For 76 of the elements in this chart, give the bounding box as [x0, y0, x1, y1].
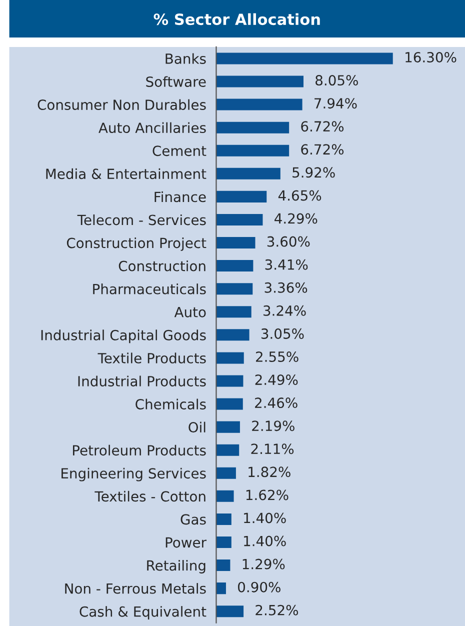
data-label: 4.29% [274, 213, 318, 224]
y-tick-label: Industrial Products [78, 376, 206, 386]
y-tick-label: Chemicals [136, 398, 206, 410]
y-tick-label: Auto Ancillaries [98, 122, 206, 134]
bar [216, 352, 244, 364]
bar [216, 214, 263, 226]
bar [216, 306, 252, 318]
data-label: 6.72% [301, 144, 344, 155]
y-tick-label: Pharmaceuticals [93, 284, 206, 294]
data-label: 5.92% [292, 167, 335, 178]
y-tick-label: Petroleum Products [72, 444, 206, 456]
bar [216, 421, 240, 433]
data-label: 3.05% [261, 328, 304, 339]
data-label: 2.46% [255, 398, 298, 408]
data-label: 2.11% [251, 444, 294, 454]
bar [216, 536, 232, 548]
bar [216, 260, 254, 272]
bar [216, 122, 290, 134]
bar [216, 375, 244, 387]
bar [216, 237, 256, 249]
y-tick-label: Non - Ferrous Metals [65, 583, 206, 594]
data-label: 2.49% [255, 374, 298, 386]
y-tick-label: Gas [180, 514, 206, 525]
bar [216, 513, 232, 525]
y-tick-label: Power [166, 537, 207, 548]
data-label: 8.05% [316, 75, 358, 86]
bar [216, 398, 243, 410]
y-tick-label: Oil [188, 422, 206, 433]
data-label: 1.40% [244, 536, 286, 546]
bar [216, 467, 236, 479]
bar [216, 168, 280, 180]
bar [216, 76, 304, 88]
y-tick-label: Retailing [147, 560, 206, 574]
y-tick-label: Engineering Services [62, 468, 206, 482]
data-label: 7.94% [314, 98, 357, 109]
y-tick-label: Software [146, 76, 206, 87]
y-tick-label: Finance [154, 191, 206, 202]
bar [216, 444, 240, 456]
y-tick-label: Telecom - Services [77, 214, 206, 226]
y-tick-label: Textiles - Cotton [94, 490, 206, 502]
y-tick-label: Construction Project [66, 237, 206, 251]
data-label: 3.41% [265, 259, 308, 270]
bar [216, 582, 226, 594]
y-tick-label: Cash & Equivalent [80, 606, 206, 620]
bar [216, 190, 267, 202]
y-tick-label: Consumer Non Durables [38, 99, 206, 110]
data-label: 2.55% [256, 351, 298, 362]
data-label: 2.52% [256, 604, 298, 616]
bar [216, 283, 253, 295]
data-label: 3.36% [264, 282, 308, 293]
chart-title: % Sector Allocation [154, 13, 320, 26]
y-tick-label: Industrial Capital Goods [41, 330, 206, 344]
data-label: 4.65% [278, 190, 322, 201]
data-label: 1.82% [248, 466, 290, 478]
data-label: 1.62% [246, 490, 288, 500]
y-tick-label: Media & Entertainment [46, 168, 206, 180]
y-tick-label: Textile Products [98, 352, 206, 364]
bar [216, 490, 234, 502]
bar [216, 560, 230, 572]
data-label: 1.40% [244, 512, 286, 524]
data-label: 6.72% [301, 121, 344, 132]
y-tick-label: Construction [118, 260, 206, 272]
bar [216, 52, 393, 64]
data-label: 3.24% [264, 305, 306, 316]
data-label: 0.90% [238, 582, 280, 592]
bar [216, 144, 290, 156]
data-label: 2.19% [252, 420, 294, 432]
bar [216, 329, 250, 341]
bar [216, 606, 244, 618]
data-label: 16.30% [406, 52, 456, 62]
data-label: 3.60% [267, 236, 310, 247]
y-tick-label: Cement [152, 146, 206, 156]
data-label: 1.29% [242, 558, 285, 570]
y-tick-label: Auto [174, 307, 206, 318]
bar [216, 98, 302, 110]
y-tick-label: Banks [166, 53, 206, 64]
